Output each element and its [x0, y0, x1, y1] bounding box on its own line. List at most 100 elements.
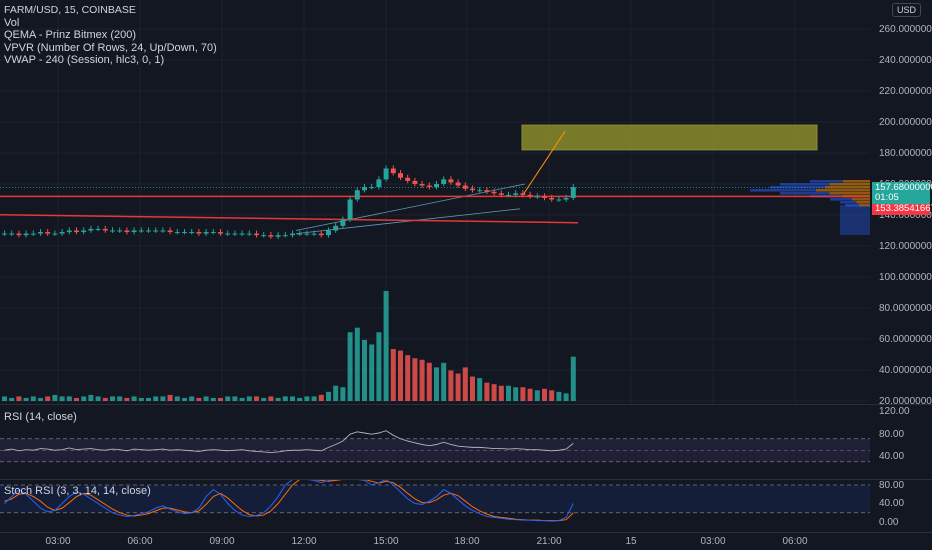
price-pane[interactable]: FARM/USD, 15, COINBASE Vol QEMA - Prinz …	[0, 0, 870, 404]
candle-body	[513, 193, 519, 195]
rsi-axis[interactable]: 120.00 80.00 40.00	[870, 405, 932, 479]
volume-bar	[38, 397, 43, 401]
candle-body	[333, 225, 339, 231]
volume-bar	[160, 396, 166, 401]
time-tick: 06:00	[127, 536, 153, 547]
volume-bar	[23, 397, 29, 401]
volume-bar	[556, 391, 562, 401]
candle-body	[102, 228, 108, 231]
volume-bar	[340, 387, 346, 401]
pane-divider[interactable]	[0, 479, 932, 480]
candle-body	[304, 233, 310, 235]
price-tick: 60.00000000	[879, 334, 932, 345]
volume-bar	[376, 332, 382, 401]
price-tick: 20.00000000	[879, 396, 932, 407]
volume-bar	[347, 332, 353, 401]
candle-body	[66, 230, 72, 233]
price-tick: 40.00000000	[879, 365, 932, 376]
candle-body	[146, 230, 151, 232]
volume-bar	[520, 387, 526, 401]
volume-profile-down-bar	[825, 186, 870, 189]
chart-legend: FARM/USD, 15, COINBASE Vol QEMA - Prinz …	[4, 4, 217, 67]
candle-body	[239, 233, 245, 235]
volume-bar	[470, 376, 475, 401]
candle-body	[369, 187, 375, 189]
time-tick: 12:00	[291, 536, 317, 547]
volume-profile-up-bar	[770, 186, 825, 189]
volume-bar	[138, 397, 144, 401]
volume-bar	[218, 397, 223, 401]
volume-bar	[196, 397, 202, 401]
stoch-rsi-legend: Stoch RSI (3, 3, 14, 14, close)	[4, 485, 151, 497]
stoch-axis[interactable]: 80.00 40.00 0.00	[870, 480, 932, 532]
volume-bar	[311, 396, 317, 401]
candle-body	[59, 232, 65, 234]
currency-button[interactable]: USD	[892, 3, 922, 17]
candle-body	[30, 233, 36, 235]
indicator-vpvr[interactable]: VPVR (Number Of Rows, 24, Up/Down, 70)	[4, 41, 217, 54]
candle-body	[131, 230, 137, 233]
stoch-tick: 40.00	[879, 498, 905, 509]
stoch-k-line	[4, 480, 574, 522]
candle-body	[45, 232, 51, 234]
candle-body	[81, 230, 87, 233]
rsi-line	[4, 430, 574, 454]
volume-profile-down-bar	[843, 180, 870, 183]
volume-bar	[239, 397, 245, 401]
time-axis[interactable]: 03:00 06:00 09:00 12:00 15:00 18:00 21:0…	[0, 532, 870, 550]
volume-bar	[81, 396, 87, 401]
volume-bar	[254, 396, 259, 401]
range-box	[521, 124, 818, 151]
candle-body	[362, 187, 367, 191]
volume-bar	[88, 394, 94, 401]
volume-bar	[297, 397, 303, 401]
volume-bar	[318, 394, 324, 401]
pane-divider[interactable]	[0, 404, 932, 405]
candle-body	[570, 187, 576, 198]
candle-body	[506, 194, 511, 196]
volume-bar	[369, 344, 375, 401]
price-chart-canvas[interactable]	[0, 0, 870, 404]
volume-bar	[441, 362, 447, 401]
candle-body	[484, 190, 490, 192]
candle-body	[153, 230, 159, 232]
candle-body	[138, 230, 144, 232]
candle-body	[9, 233, 15, 235]
price-tick: 200.00000000	[879, 117, 932, 128]
candle-body	[182, 232, 187, 234]
price-axis[interactable]: 260.00000000 240.00000000 220.00000000 2…	[870, 0, 932, 407]
rsi-pane[interactable]: RSI (14, close)	[0, 405, 870, 479]
indicator-vwap[interactable]: VWAP - 240 (Session, hlc3, 0, 1)	[4, 54, 165, 66]
rsi-tick: 80.00	[879, 429, 905, 440]
candle-body	[246, 233, 252, 235]
candle-body	[491, 191, 497, 194]
stoch-rsi-pane[interactable]: Stoch RSI (3, 3, 14, 14, close)	[0, 480, 870, 532]
indicator-volume[interactable]: Vol	[4, 16, 20, 29]
stoch-tick: 80.00	[879, 480, 905, 491]
volume-bar	[2, 396, 7, 401]
candle-body	[455, 182, 461, 186]
volume-profile-down-bar	[829, 192, 870, 195]
candle-body	[534, 196, 540, 198]
indicator-qema[interactable]: QEMA - Prinz Bitmex (200)	[4, 29, 137, 41]
rsi-chart-canvas[interactable]	[0, 405, 870, 479]
candle-body	[225, 233, 231, 235]
candle-body	[160, 230, 166, 232]
volume-profile-down-bar	[852, 198, 870, 201]
volume-bar	[117, 396, 123, 401]
stoch-rsi-chart-canvas[interactable]	[0, 480, 870, 532]
volume-bar	[527, 388, 533, 401]
volume-bar	[146, 397, 151, 401]
candle-body	[95, 228, 101, 230]
volume-bar	[203, 396, 209, 401]
candle-body	[297, 233, 303, 235]
candle-body	[470, 188, 475, 191]
volume-bar	[491, 384, 497, 401]
stoch-d-line	[4, 480, 574, 522]
volume-bar	[66, 396, 72, 401]
volume-bar	[174, 396, 180, 401]
stoch-tick: 0.00	[879, 517, 899, 528]
volume-bar	[282, 396, 288, 401]
volume-bar	[362, 339, 367, 401]
